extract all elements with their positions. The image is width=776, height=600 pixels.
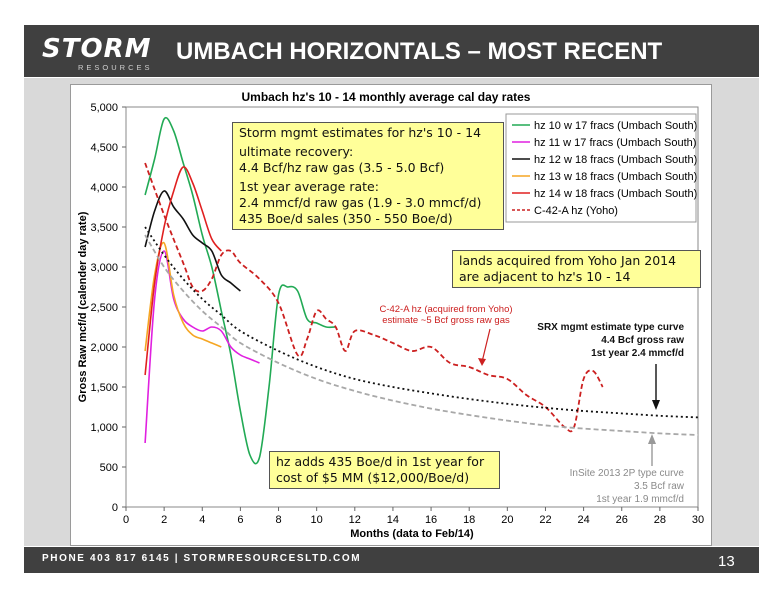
lands-line-1: lands acquired from Yoho Jan 2014 bbox=[459, 253, 677, 268]
cost-callout: hz adds 435 Boe/d in 1st year for cost o… bbox=[269, 451, 500, 489]
insite-annotation-line: 1st year 1.9 mmcf/d bbox=[596, 494, 684, 505]
x-tick-label: 30 bbox=[692, 514, 704, 526]
cost-line-2: cost of $5 MM ($12,000/Boe/d) bbox=[276, 470, 470, 485]
estimates-callout: Storm mgmt estimates for hz's 10 - 14 ul… bbox=[232, 122, 504, 230]
y-tick-label: 2,500 bbox=[90, 302, 118, 314]
series-line-3 bbox=[144, 190, 241, 292]
y-axis-label: Gross Raw mcf/d (calender day rate) bbox=[77, 211, 89, 402]
legend-label: hz 11 w 17 fracs (Umbach South) bbox=[534, 137, 696, 149]
x-tick-label: 20 bbox=[501, 514, 513, 526]
chart-title: Umbach hz's 10 - 14 monthly average cal … bbox=[242, 90, 531, 104]
x-tick-label: 10 bbox=[311, 514, 323, 526]
y-tick-label: 4,000 bbox=[90, 182, 118, 194]
series-layer bbox=[144, 117, 699, 465]
x-tick-label: 4 bbox=[199, 514, 205, 526]
y-tick-label: 4,500 bbox=[90, 142, 118, 154]
y-tick-label: 1,000 bbox=[90, 422, 118, 434]
footer-contact: PHONE 403 817 6145 | STORMRESOURCESLTD.C… bbox=[42, 553, 362, 564]
series-line-2 bbox=[144, 250, 260, 444]
x-tick-label: 2 bbox=[161, 514, 167, 526]
series-line-5 bbox=[144, 166, 222, 376]
legend-box bbox=[505, 113, 697, 223]
yoho-annotation-line: C-42-A hz (acquired from Yoho) bbox=[379, 304, 512, 315]
estimates-line-2: ultimate recovery: bbox=[239, 144, 354, 159]
y-tick-label: 2,000 bbox=[90, 342, 118, 354]
srx-annotation-line: 1st year 2.4 mmcf/d bbox=[591, 348, 684, 359]
yoho-annotation-arrow bbox=[481, 328, 491, 363]
y-tick-label: 500 bbox=[100, 462, 118, 474]
legend-label: hz 12 w 18 fracs (Umbach South) bbox=[534, 154, 697, 166]
x-tick-label: 8 bbox=[275, 514, 281, 526]
legend-label: hz 13 w 18 fracs (Umbach South) bbox=[534, 171, 697, 183]
srx-annotation-line: 4.4 Bcf gross raw bbox=[601, 335, 684, 346]
slide-footer bbox=[24, 547, 759, 573]
cost-line-1: hz adds 435 Boe/d in 1st year for bbox=[276, 454, 485, 469]
series-line-7 bbox=[144, 226, 699, 419]
insite-arrow-head bbox=[648, 434, 656, 444]
insite-annotation-line: InSite 2013 2P type curve bbox=[570, 468, 685, 479]
x-tick-label: 16 bbox=[425, 514, 437, 526]
estimates-line-6: 435 Boe/d sales (350 - 550 Boe/d) bbox=[239, 211, 453, 226]
x-tick-label: 18 bbox=[463, 514, 475, 526]
estimates-line-4: 1st year average rate: bbox=[239, 179, 379, 194]
x-tick-label: 12 bbox=[349, 514, 361, 526]
slide-title: UMBACH HORIZONTALS – MOST RECENT bbox=[176, 38, 663, 65]
estimates-line-3: 4.4 Bcf/hz raw gas (3.5 - 5.0 Bcf) bbox=[239, 160, 445, 175]
x-axis-label: Months (data to Feb/14) bbox=[350, 528, 474, 540]
lands-callout: lands acquired from Yoho Jan 2014 are ad… bbox=[452, 250, 701, 288]
x-tick-label: 24 bbox=[577, 514, 589, 526]
series-line-1 bbox=[144, 117, 336, 465]
x-tick-label: 6 bbox=[237, 514, 243, 526]
srx-arrow-head bbox=[652, 400, 660, 410]
x-tick-label: 0 bbox=[123, 514, 129, 526]
y-tick-label: 5,000 bbox=[90, 102, 118, 114]
series-line-6 bbox=[144, 162, 604, 433]
y-tick-label: 0 bbox=[112, 502, 118, 514]
estimates-line-1: Storm mgmt estimates for hz's 10 - 14 bbox=[239, 125, 482, 140]
logo-tagline: RESOURCES bbox=[78, 63, 153, 72]
legend-label: hz 14 w 18 fracs (Umbach South) bbox=[534, 188, 697, 200]
slide-header bbox=[24, 25, 759, 77]
yoho-arrow-head bbox=[478, 358, 486, 366]
text-layer: Umbach hz's 10 - 14 monthly average cal … bbox=[77, 90, 697, 540]
y-tick-label: 3,500 bbox=[90, 222, 118, 234]
legend-label: hz 10 w 17 fracs (Umbach South) bbox=[534, 120, 697, 132]
x-tick-label: 28 bbox=[654, 514, 666, 526]
series-line-8 bbox=[144, 234, 699, 436]
insite-annotation-line: 3.5 Bcf raw bbox=[634, 481, 685, 492]
yoho-annotation-line: estimate ~5 Bcf gross raw gas bbox=[382, 315, 510, 326]
y-tick-label: 3,000 bbox=[90, 262, 118, 274]
logo-wordmark: STORM bbox=[42, 34, 152, 64]
x-tick-label: 22 bbox=[539, 514, 551, 526]
storm-logo: STORM RESOURCES bbox=[36, 34, 152, 74]
srx-annotation-line: SRX mgmt estimate type curve bbox=[537, 322, 684, 333]
page-number: 13 bbox=[718, 553, 735, 570]
axes-layer: 0 2 4 6 8 10 12 14 16 18 20 22 24 26 28 3005001,0001,50… bbox=[90, 102, 704, 526]
estimates-line-5: 2.4 mmcf/d raw gas (1.9 - 3.0 mmcf/d) bbox=[239, 195, 482, 210]
lands-line-2: are adjacent to hz's 10 - 14 bbox=[459, 269, 631, 284]
y-tick-label: 1,500 bbox=[90, 382, 118, 394]
legend-label: C-42-A hz (Yoho) bbox=[534, 205, 618, 217]
x-tick-label: 26 bbox=[616, 514, 628, 526]
x-tick-label: 14 bbox=[387, 514, 399, 526]
